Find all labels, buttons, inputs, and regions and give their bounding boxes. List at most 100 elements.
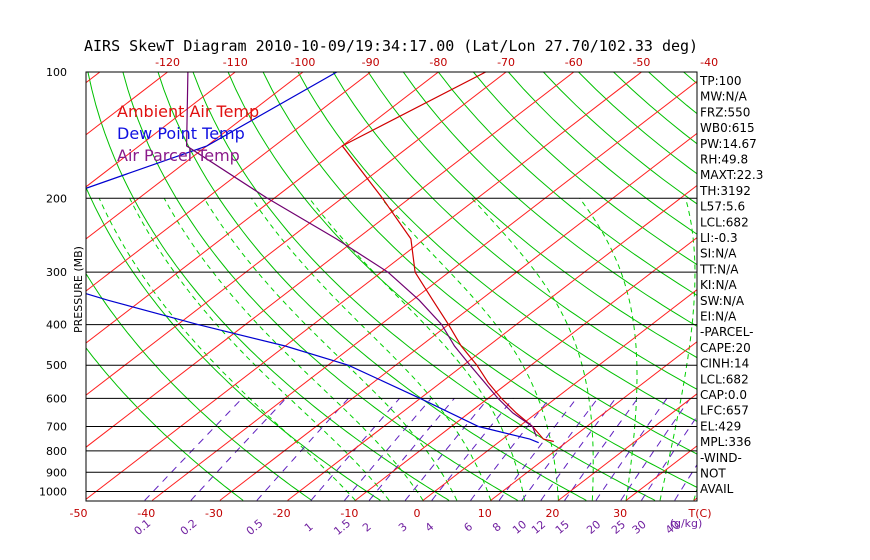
moist-adiabat [98, 198, 356, 501]
index-entry: EI:N/A [700, 310, 737, 324]
dry-adiabat [754, 72, 870, 500]
series-line-ambient-air-temp [341, 72, 554, 443]
pressure-tick-label: 800 [46, 445, 67, 458]
moist-adiabat [380, 197, 559, 501]
dry-adiabat [789, 72, 870, 500]
index-entry: SI:N/A [700, 247, 737, 261]
isotherm [86, 72, 643, 500]
bottom-temp-tick: -10 [340, 507, 358, 520]
isotherm [219, 132, 697, 501]
index-entry: TP:100 [699, 74, 742, 88]
dry-adiabat [297, 72, 697, 422]
mixing-ratio-label: 0.2 [178, 517, 200, 538]
mixing-ratio-label: 30 [630, 518, 649, 537]
index-entry: EL:429 [700, 419, 741, 433]
index-entry: -PARCEL- [700, 325, 754, 339]
mixing-ratio-line [310, 398, 400, 501]
top-temp-tick: -120 [155, 56, 180, 69]
top-temp-tick: -60 [565, 56, 583, 69]
isotherm [86, 72, 507, 396]
dry-adiabat [402, 72, 697, 327]
dry-adiabat [824, 72, 870, 500]
temp-unit-label: T(C) [688, 507, 712, 520]
bottom-temp-tick: 10 [478, 507, 492, 520]
legend-entry: Air Parcel Temp [117, 146, 240, 165]
pressure-tick-label: 500 [46, 359, 67, 372]
dry-adiabat [157, 72, 587, 501]
mixing-ratio-line [431, 398, 514, 501]
pressure-tick-label: 300 [46, 266, 67, 279]
index-entry: TH:3192 [699, 184, 751, 198]
index-entry: CAPE:20 [700, 341, 751, 355]
dry-adiabat [859, 72, 870, 500]
dry-adiabat [262, 72, 697, 455]
index-entry: LCL:682 [700, 215, 749, 229]
mixing-ratio-line [641, 415, 697, 501]
mixing-ratio-label: 4 [423, 520, 437, 534]
mixing-ratio-line [144, 398, 243, 501]
isotherm [762, 63, 870, 501]
isotherm [829, 63, 870, 501]
moist-adiabat [471, 197, 594, 501]
pressure-tick-label: 900 [46, 466, 67, 479]
isotherm [355, 236, 697, 501]
dry-adiabat [122, 72, 518, 501]
mixing-ratio-label: 6 [461, 520, 475, 534]
chart-legend: Ambient Air Temp Dew Point Temp Air Parcel… [117, 102, 259, 165]
moist-adiabat [163, 198, 424, 501]
mixing-ratio-label: 2 [360, 520, 374, 534]
top-temp-tick: -50 [632, 56, 650, 69]
mixing-ratio-line [674, 463, 697, 501]
index-entry: TT:N/A [699, 262, 739, 276]
index-entry: WB0:615 [700, 121, 755, 135]
bottom-temp-tick: 30 [613, 507, 627, 520]
index-entry: SW:N/A [700, 294, 745, 308]
mixing-ratio-line [404, 398, 489, 501]
mixing-ratio-label: 0.5 [244, 517, 266, 538]
isotherm [422, 289, 697, 501]
mixing-ratio-label: 25 [609, 518, 628, 537]
index-entry: CAP:0.0 [700, 388, 747, 402]
pressure-tick-label: 600 [46, 392, 67, 405]
isotherm [86, 72, 372, 292]
mixing-ratio-line [256, 398, 349, 501]
isotherm [86, 72, 237, 188]
index-entry: CINH:14 [700, 357, 749, 371]
top-temp-tick: -110 [223, 56, 248, 69]
top-temp-tick: -90 [362, 56, 380, 69]
index-entry: -WIND- [700, 451, 742, 465]
chart-grid [0, 63, 870, 501]
mixing-ratio-line [595, 398, 668, 501]
index-entry: KI:N/A [700, 278, 737, 292]
moist-adiabat [251, 198, 492, 501]
mixing-ratio-label: 10 [510, 518, 529, 537]
pressure-tick-label: 400 [46, 319, 67, 332]
mixing-ratio-line [190, 398, 287, 501]
mixing-ratio-line [498, 398, 577, 501]
mixing-ratio-line [368, 398, 455, 501]
bottom-temp-tick: -50 [70, 507, 88, 520]
dry-adiabat [192, 72, 656, 501]
legend-entry: Ambient Air Temp [117, 102, 259, 121]
bottom-temp-tick: -40 [137, 507, 155, 520]
isotherm [287, 184, 697, 501]
bottom-temp-tick: -30 [205, 507, 223, 520]
index-entry: LCL:682 [700, 372, 749, 386]
isotherm [0, 63, 44, 501]
index-entry: LFC:657 [700, 404, 749, 418]
index-entry: NOT [700, 467, 726, 481]
chart-series [86, 72, 554, 444]
pressure-tick-label: 200 [46, 192, 67, 205]
dry-adiabat [86, 272, 312, 501]
y-axis-label: PRESSURE (MB) [72, 246, 85, 333]
bottom-temp-tick: -20 [273, 507, 291, 520]
pressure-tick-label: 100 [46, 66, 67, 79]
mixing-ratio-label: 1 [302, 520, 316, 534]
dry-adiabat [473, 72, 697, 266]
pressure-tick-label: 700 [46, 421, 67, 434]
top-temp-tick: -80 [429, 56, 447, 69]
index-entry: RH:49.8 [700, 153, 748, 167]
dry-adiabat [332, 72, 697, 390]
moist-adiabat [659, 198, 696, 501]
